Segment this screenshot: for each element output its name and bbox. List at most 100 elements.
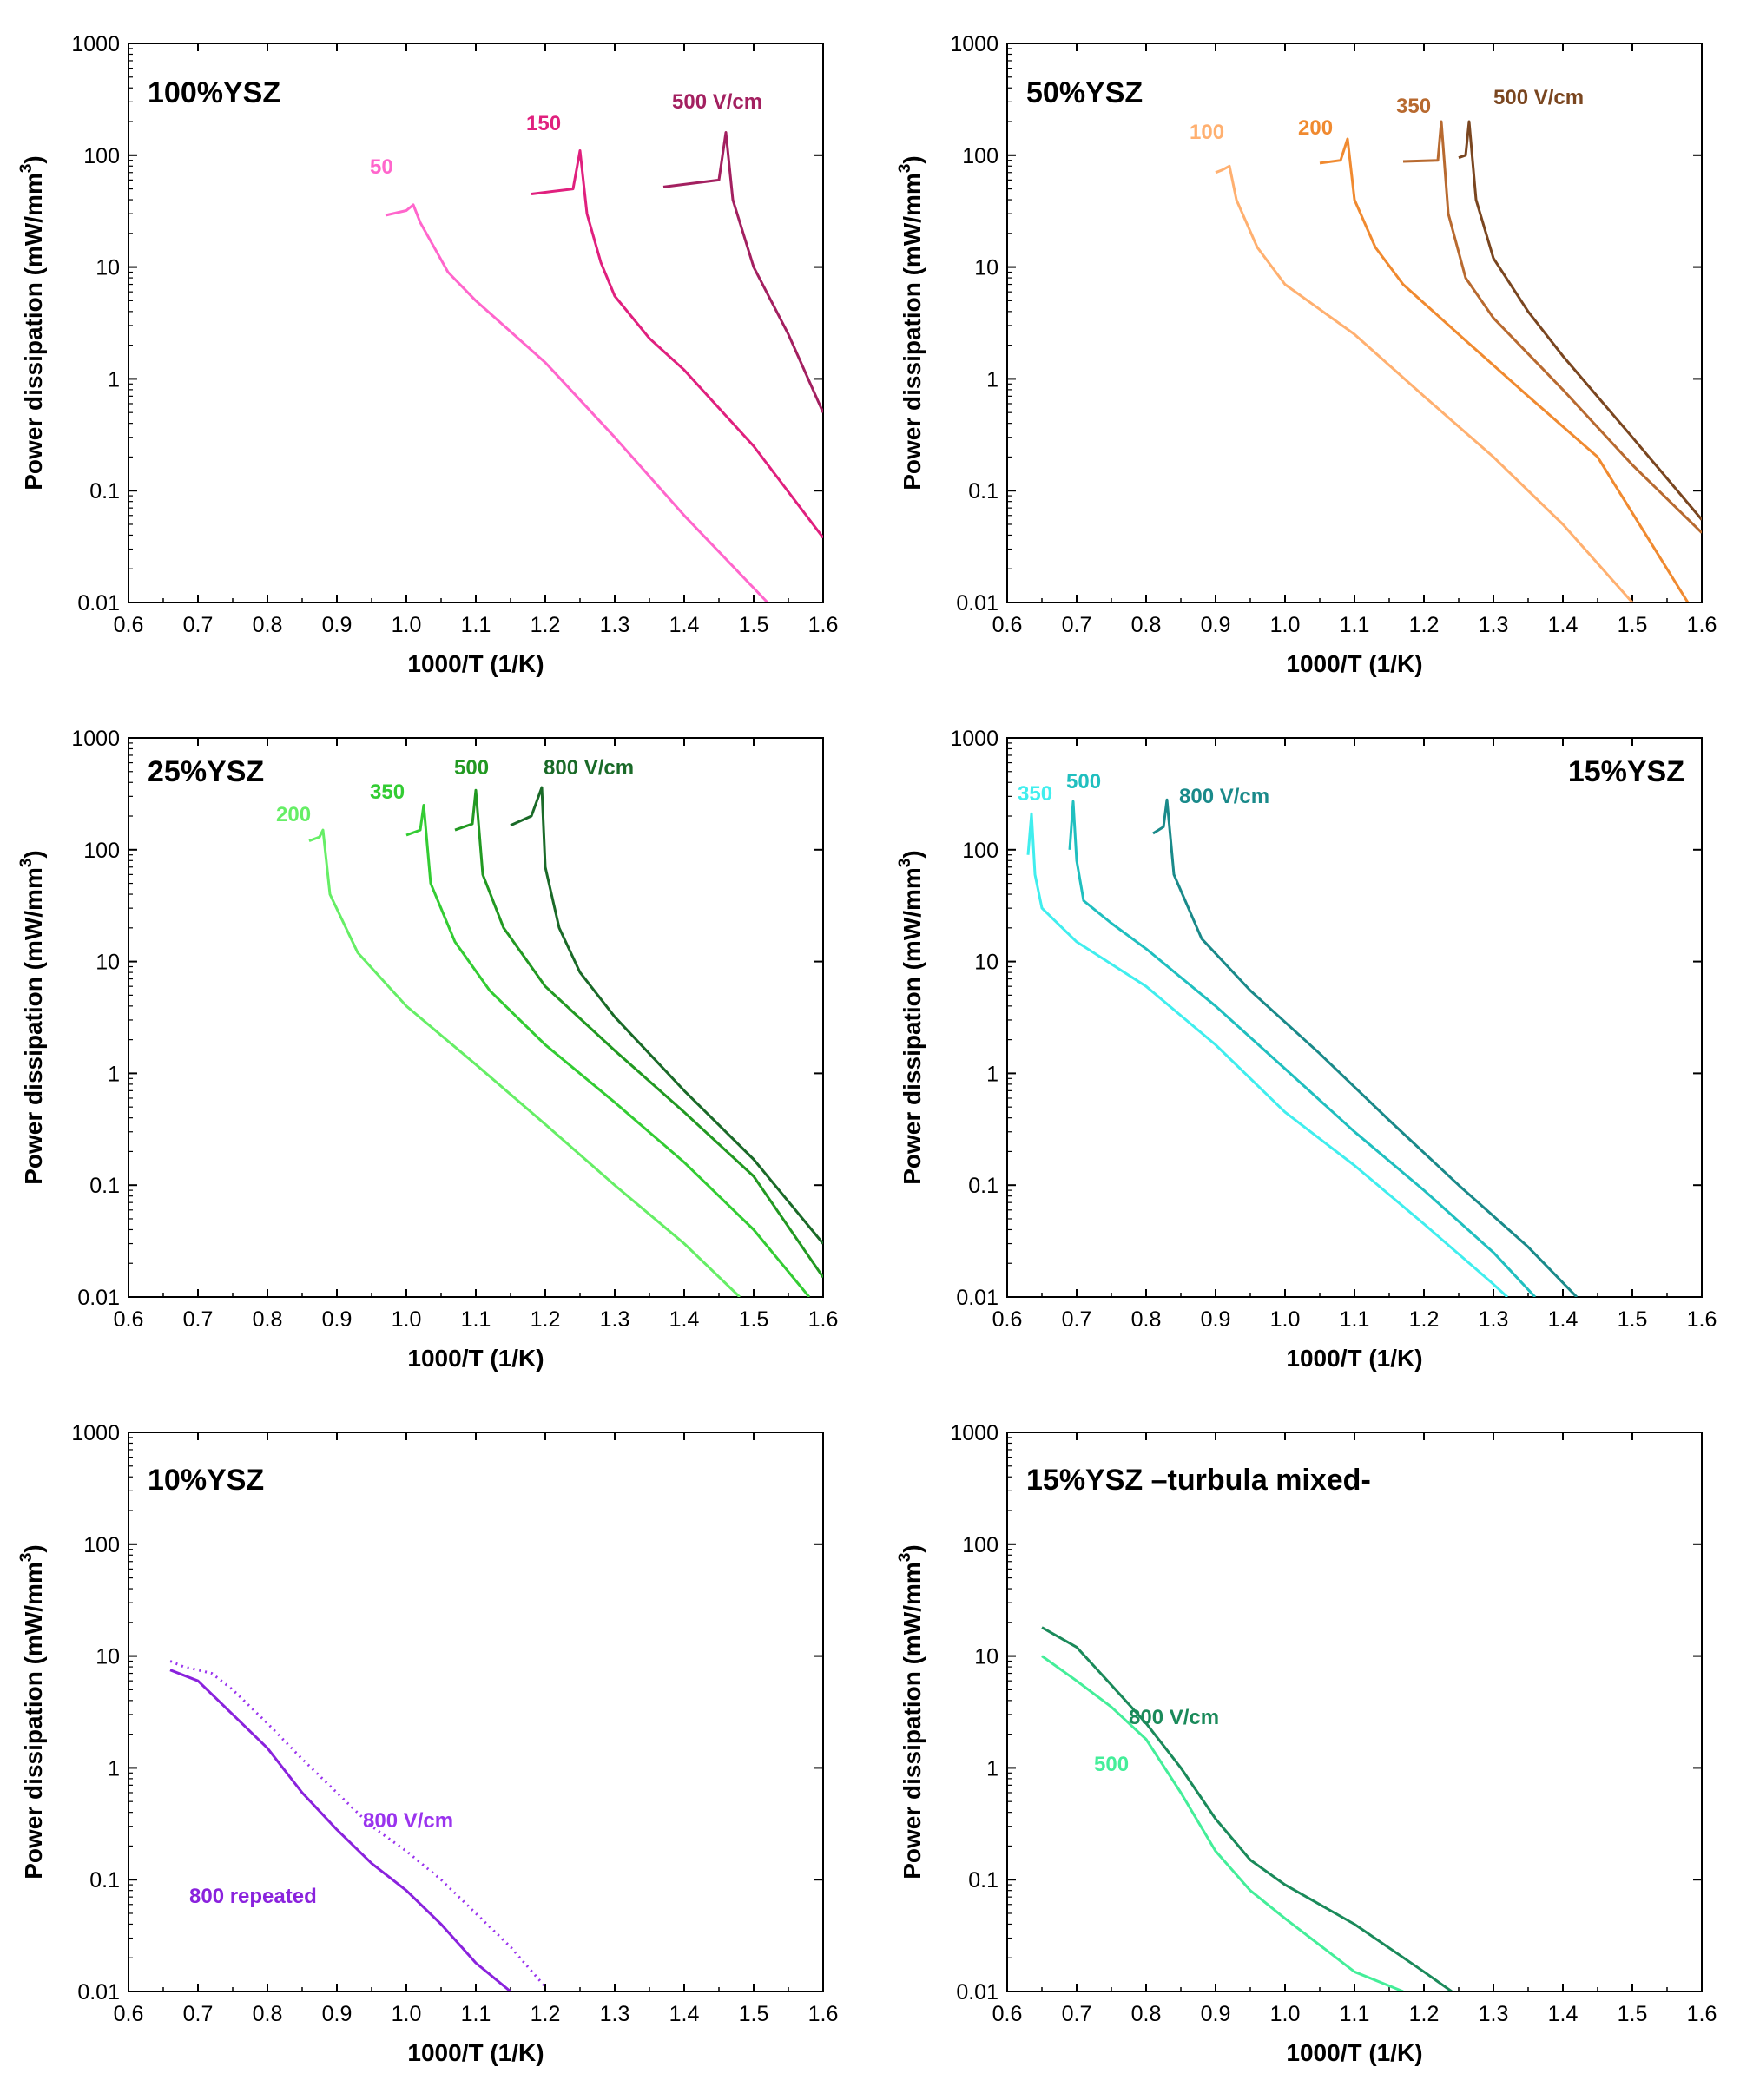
series-label-4: 500 V/cm	[1493, 86, 1584, 109]
series-label-3: 500	[454, 756, 489, 780]
x-tick-label: 0.8	[1131, 1307, 1162, 1332]
panel-title: 100%YSZ	[148, 76, 280, 109]
x-tick-label: 1.1	[1340, 613, 1370, 637]
x-tick-label: 1.5	[739, 613, 769, 637]
y-tick-label: 1000	[71, 1421, 120, 1445]
y-tick-label: 0.01	[77, 591, 120, 616]
x-tick-label: 0.9	[1201, 1307, 1231, 1332]
y-tick-label: 1000	[950, 32, 999, 56]
panel-title: 10%YSZ	[148, 1464, 264, 1497]
x-tick-label: 1.6	[1687, 2002, 1717, 2026]
y-tick-label: 1000	[71, 32, 120, 56]
y-tick-label: 0.01	[956, 1286, 999, 1310]
x-tick-label: 0.8	[1131, 2002, 1162, 2026]
x-tick-label: 1.4	[1548, 613, 1579, 637]
series-line-3	[1402, 120, 1702, 534]
series-line-2	[169, 1669, 511, 1991]
y-tick-label: 10	[974, 256, 999, 280]
x-tick-label: 1.3	[600, 613, 630, 637]
x-tick-label: 0.6	[992, 1307, 1023, 1332]
x-tick-label: 1.4	[669, 2002, 700, 2026]
y-tick-label: 1000	[71, 727, 120, 751]
x-tick-label: 0.8	[253, 2002, 283, 2026]
y-tick-label: 0.1	[89, 1174, 120, 1198]
x-tick-label: 1.1	[1340, 1307, 1370, 1332]
y-tick-label: 1	[986, 1756, 999, 1781]
series-label-3: 350	[1396, 95, 1431, 118]
x-tick-label: 0.7	[1062, 2002, 1092, 2026]
x-tick-label: 0.7	[183, 1307, 214, 1332]
series-line-1	[385, 203, 769, 602]
x-tick-label: 0.7	[1062, 613, 1092, 637]
series-label-2: 350	[370, 780, 405, 804]
x-axis-title: 1000/T (1/K)	[407, 2039, 544, 2066]
x-tick-label: 1.4	[1548, 2002, 1579, 2026]
series-line-3	[1152, 798, 1579, 1297]
y-tick-label: 100	[962, 1533, 999, 1557]
y-axis-title: Power dissipation (mW/mm3)	[17, 155, 47, 490]
y-axis-title: Power dissipation (mW/mm3)	[17, 1544, 47, 1879]
y-tick-label: 1	[986, 367, 999, 392]
x-tick-label: 1.1	[461, 1307, 491, 1332]
y-tick-label: 0.1	[968, 1868, 999, 1893]
series-line-4	[510, 786, 823, 1245]
x-tick-label: 0.9	[322, 2002, 353, 2026]
panel-title: 50%YSZ	[1026, 76, 1143, 109]
series-line-2	[1041, 1655, 1404, 1991]
x-tick-label: 1.2	[531, 613, 561, 637]
y-tick-label: 10	[974, 1645, 999, 1669]
series-line-2	[1068, 800, 1537, 1297]
x-tick-label: 1.6	[808, 613, 839, 637]
x-tick-label: 1.4	[669, 613, 700, 637]
series-label-2: 150	[526, 112, 561, 135]
panel-title: 15%YSZ –turbula mixed-	[1026, 1464, 1371, 1497]
series-line-4	[1458, 120, 1702, 521]
plot-frame	[128, 737, 824, 1298]
series-line-2	[1319, 137, 1690, 602]
x-tick-label: 1.0	[392, 1307, 422, 1332]
series-line-1	[308, 828, 741, 1297]
x-tick-label: 0.8	[253, 613, 283, 637]
x-tick-label: 1.5	[739, 2002, 769, 2026]
x-tick-label: 1.4	[669, 1307, 700, 1332]
plot-frame	[1006, 1432, 1703, 1992]
x-tick-label: 1.5	[1618, 613, 1648, 637]
y-tick-label: 10	[96, 1645, 120, 1669]
y-axis-title: Power dissipation (mW/mm3)	[17, 850, 47, 1185]
y-axis-title: Power dissipation (mW/mm3)	[896, 155, 926, 490]
y-tick-label: 0.1	[89, 1868, 120, 1893]
panel-title: 15%YSZ	[1568, 755, 1684, 788]
x-tick-label: 0.9	[322, 613, 353, 637]
x-tick-label: 0.6	[114, 613, 144, 637]
chart-panel-3: 0.6 0.7 0.8 0.9 1.0 1.1 1.2 1.3 1.4 1.5 1.6 0.01 0.1…	[17, 727, 838, 1372]
y-tick-label: 0.1	[89, 479, 120, 504]
plot-frame	[1006, 737, 1703, 1298]
y-tick-label: 100	[962, 839, 999, 863]
x-axis-title: 1000/T (1/K)	[407, 650, 544, 677]
x-tick-label: 1.3	[1479, 2002, 1509, 2026]
x-tick-label: 1.2	[531, 1307, 561, 1332]
x-tick-label: 0.7	[1062, 1307, 1092, 1332]
series-label-1: 100	[1190, 121, 1224, 144]
x-tick-label: 1.1	[1340, 2002, 1370, 2026]
x-tick-label: 1.6	[808, 2002, 839, 2026]
x-axis-title: 1000/T (1/K)	[1286, 1345, 1422, 1372]
series-line-1	[169, 1660, 547, 1988]
x-tick-label: 0.9	[322, 1307, 353, 1332]
y-tick-label: 1	[108, 367, 120, 392]
y-tick-label: 1	[108, 1062, 120, 1086]
chart-panel-5: 0.6 0.7 0.8 0.9 1.0 1.1 1.2 1.3 1.4 1.5 1.6 0.01 0.1…	[17, 1421, 838, 2066]
series-label-1: 200	[276, 803, 311, 826]
series-label-1: 800 V/cm	[363, 1809, 453, 1833]
y-tick-label: 1000	[950, 1421, 999, 1445]
series-label-2: 200	[1298, 116, 1333, 140]
x-tick-label: 1.4	[1548, 1307, 1579, 1332]
x-tick-label: 0.7	[183, 613, 214, 637]
x-tick-label: 0.8	[253, 1307, 283, 1332]
x-tick-label: 1.0	[1270, 1307, 1301, 1332]
series-label-1: 50	[370, 155, 393, 179]
y-tick-label: 100	[83, 839, 120, 863]
series-line-1	[1215, 164, 1634, 602]
series-label-1: 800 V/cm	[1129, 1706, 1219, 1729]
series-line-1	[1026, 812, 1509, 1297]
